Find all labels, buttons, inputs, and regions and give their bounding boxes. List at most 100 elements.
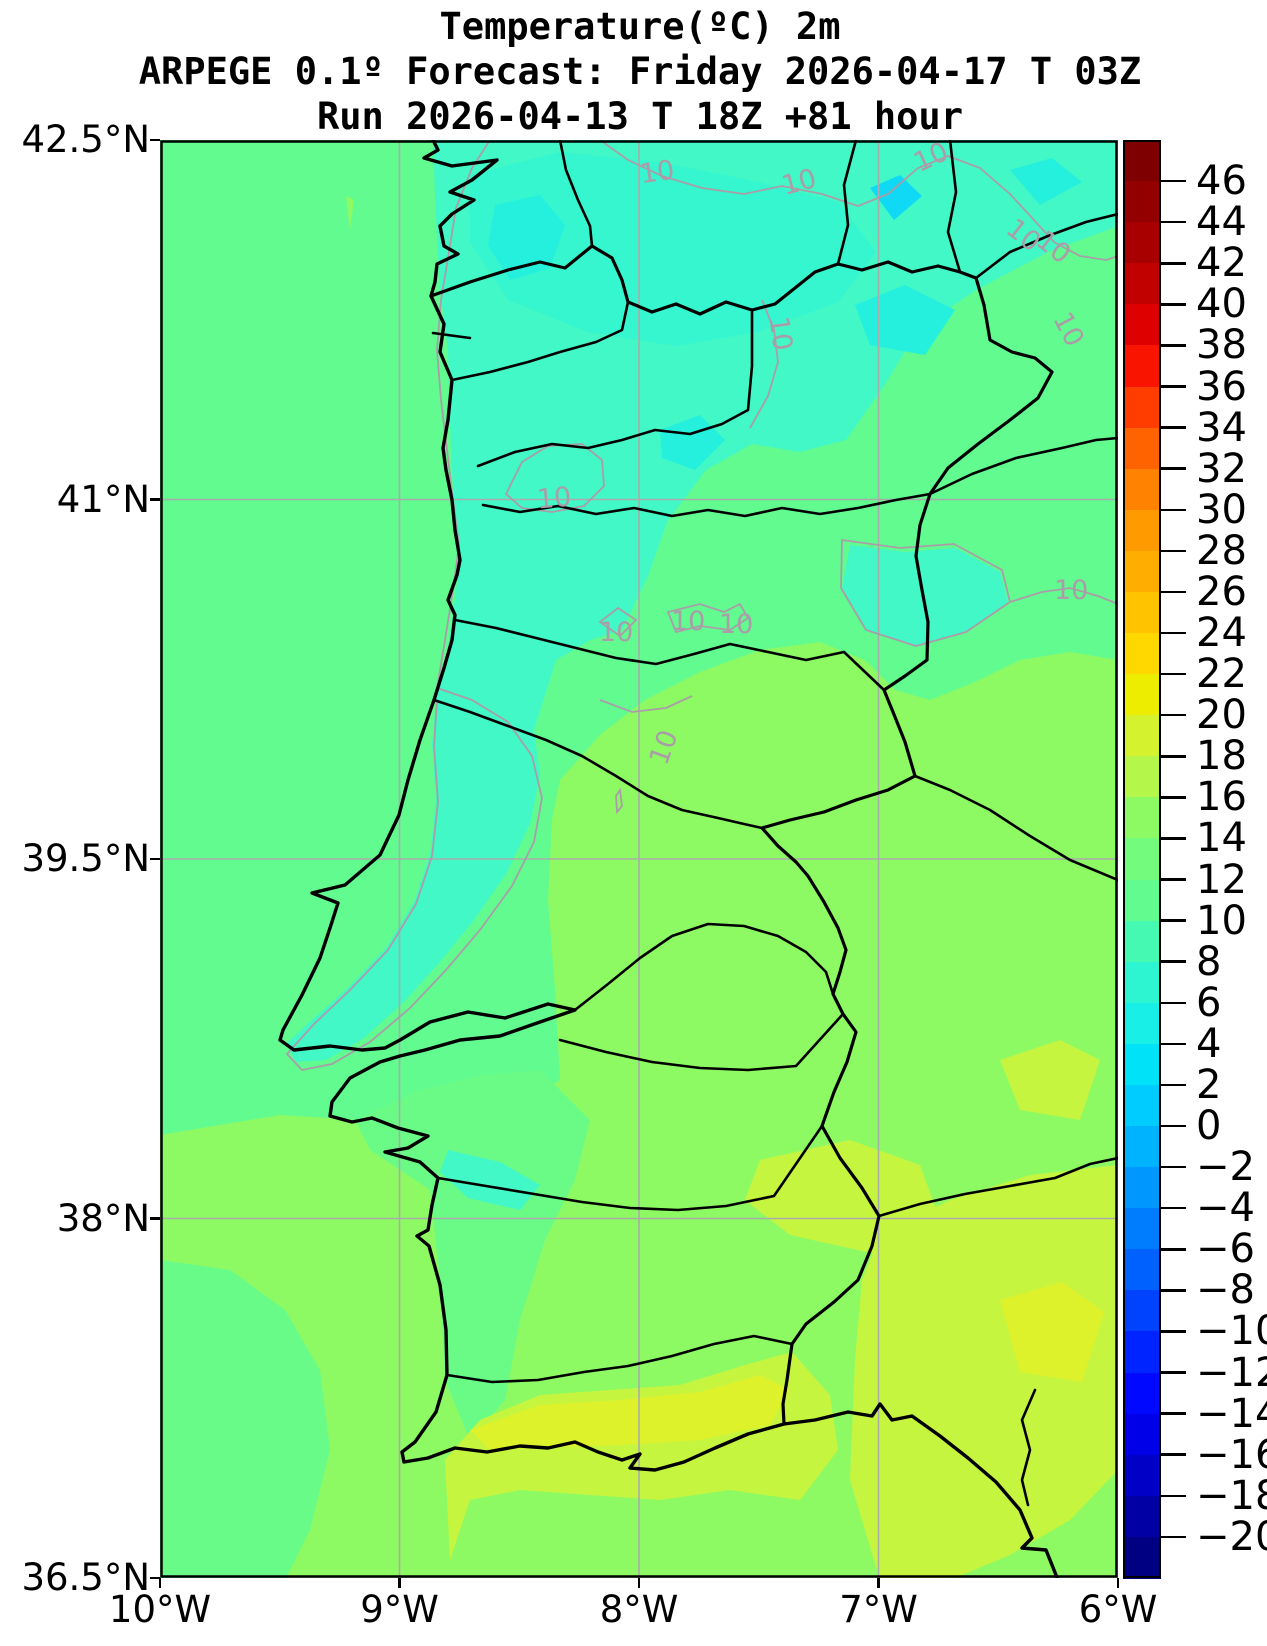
map-plot (160, 140, 1118, 1578)
colorbar-tick-label: 46 (1196, 158, 1247, 205)
field-se-bright (1000, 1282, 1104, 1382)
colorbar-segment (1123, 1249, 1161, 1292)
portugal-spain-border (429, 244, 1054, 1426)
coastline (278, 140, 1060, 1578)
colorbar-segment (1123, 140, 1161, 182)
boundary-zamora-salamanca (928, 436, 1118, 496)
colorbar-tick-label: −6 (1196, 1226, 1255, 1273)
colorbar-tick-mark (1161, 508, 1186, 512)
y-tick-mark (150, 138, 160, 142)
colorbar-tick-label: 22 (1196, 651, 1247, 698)
y-tick-label: 41°N (56, 477, 150, 521)
colorbar-tick-label: 12 (1196, 856, 1247, 903)
colorbar-tick-label: 0 (1196, 1103, 1222, 1150)
colorbar-segment (1123, 756, 1161, 799)
colorbar-tick-mark (1161, 426, 1186, 429)
x-tick-mark (1116, 1578, 1120, 1588)
colorbar-segment (1123, 1084, 1161, 1127)
y-tick-label: 42.5°N (21, 118, 150, 161)
colorbar-tick-mark (1161, 1289, 1186, 1292)
chart-subtitle: ARPEGE 0.1º Forecast: Friday 2026-04-17 … (138, 50, 1142, 93)
gridlines (160, 140, 1118, 1578)
colorbar-tick-mark (1161, 1206, 1186, 1210)
plot-frame (160, 140, 1118, 1578)
colorbar-tick-mark (1161, 1001, 1186, 1005)
field-east-yellow-1 (1000, 1040, 1100, 1120)
title-block: Temperature(ºC) 2m ARPEGE 0.1º Forecast:… (0, 4, 1267, 139)
colorbar-tick-mark (1161, 1453, 1186, 1456)
colorbar-tick-label: 14 (1196, 815, 1247, 862)
contour-mid-segment (599, 695, 693, 713)
boundary-setubal-evora (558, 1012, 845, 1072)
contour-value-label: 10 (1054, 575, 1089, 606)
douro-mouth-spur (431, 331, 472, 340)
colorbar-segment (1123, 961, 1161, 1004)
colorbar-segment (1123, 222, 1161, 265)
contour-value-label: 10 (762, 314, 798, 353)
x-tick-label: 7°W (839, 1588, 918, 1631)
colorbar-tick-mark (1161, 549, 1186, 553)
colorbar-segment (1123, 1372, 1161, 1415)
colorbar-segment (1123, 263, 1161, 306)
colorbar-tick-label: 42 (1196, 240, 1247, 287)
field-cyan-1 (488, 195, 565, 280)
colorbar-tick-label: −18 (1196, 1472, 1267, 1519)
colorbar-tick-label: 36 (1196, 363, 1247, 410)
colorbar-tick-label: 6 (1196, 979, 1222, 1026)
x-tick-label: 9°W (360, 1588, 439, 1631)
boundary-viana-braga (450, 300, 630, 382)
colorbar-tick-mark (1161, 1371, 1186, 1374)
colorbar-tick-mark (1161, 1330, 1186, 1333)
x-tick-label: 6°W (1078, 1588, 1158, 1631)
colorbar-tick-label: 34 (1196, 404, 1247, 451)
isotherm-contours (285, 140, 1118, 1071)
y-tick-mark (150, 1576, 160, 1580)
colorbar-tick-label: 18 (1196, 733, 1247, 780)
colorbar-tick-mark (1161, 303, 1186, 306)
colorbar-segment (1123, 838, 1161, 881)
contour-sliver (615, 787, 623, 815)
chart-run-info: Run 2026-04-13 T 18Z +81 hour (316, 95, 963, 138)
contour-diamond (598, 606, 638, 638)
colorbar-segment (1123, 1495, 1161, 1538)
y-tick-mark (150, 1217, 160, 1220)
colorbar-segment (1123, 920, 1161, 963)
colorbar-segment (1123, 674, 1161, 716)
colorbar-tick-label: 8 (1196, 938, 1222, 985)
contour-value-label: 10 (671, 606, 706, 637)
colorbar-tick-mark (1161, 467, 1186, 470)
field-cyan-bright (870, 175, 922, 220)
field-deep-teal (470, 152, 876, 346)
colorbar-tick-mark (1161, 1248, 1186, 1251)
colorbar-tick-mark (1161, 713, 1186, 717)
colorbar-tick-mark (1161, 1494, 1186, 1498)
colorbar-tick-label: 44 (1196, 199, 1247, 246)
colorbar-tick-label: 4 (1196, 1020, 1222, 1067)
colorbar-tick-mark (1161, 179, 1186, 183)
colorbar-tick-mark (1161, 1042, 1186, 1046)
boundary-galicia-cyl (946, 140, 962, 274)
colorbar-segment (1123, 797, 1161, 840)
colorbar-tick-mark (1161, 1412, 1186, 1415)
colorbar-tick-label: −20 (1196, 1513, 1267, 1560)
boundary-guadalquivir (1020, 1388, 1037, 1507)
colorbar-segment (1123, 1331, 1161, 1374)
contour-tejo-band (285, 687, 543, 1071)
colorbar-segment (1123, 345, 1161, 388)
colorbar-tick-label: −10 (1196, 1308, 1267, 1355)
colorbar-segment (1123, 1043, 1161, 1086)
boundary-badajoz-andalucia (877, 1156, 1118, 1218)
colorbar-tick-mark (1161, 385, 1186, 388)
y-tick-label: 39.5°N (21, 837, 150, 880)
contour-value-label: 10 (535, 481, 573, 516)
boundary-salamanca-caceres (913, 774, 1118, 882)
colorbar-tick-label: 16 (1196, 774, 1247, 821)
field-cyan-2 (855, 285, 955, 355)
boundary-leiria-cbranco (432, 698, 764, 830)
colorbar-segment (1123, 1290, 1161, 1333)
colorbar-tick-mark (1161, 672, 1186, 676)
boundary-pontevedra-ourense (558, 140, 594, 248)
boundary-santarem-portalegre (573, 922, 835, 1012)
x-tick-mark (158, 1578, 162, 1588)
field-bottomleft-green (160, 1260, 330, 1578)
